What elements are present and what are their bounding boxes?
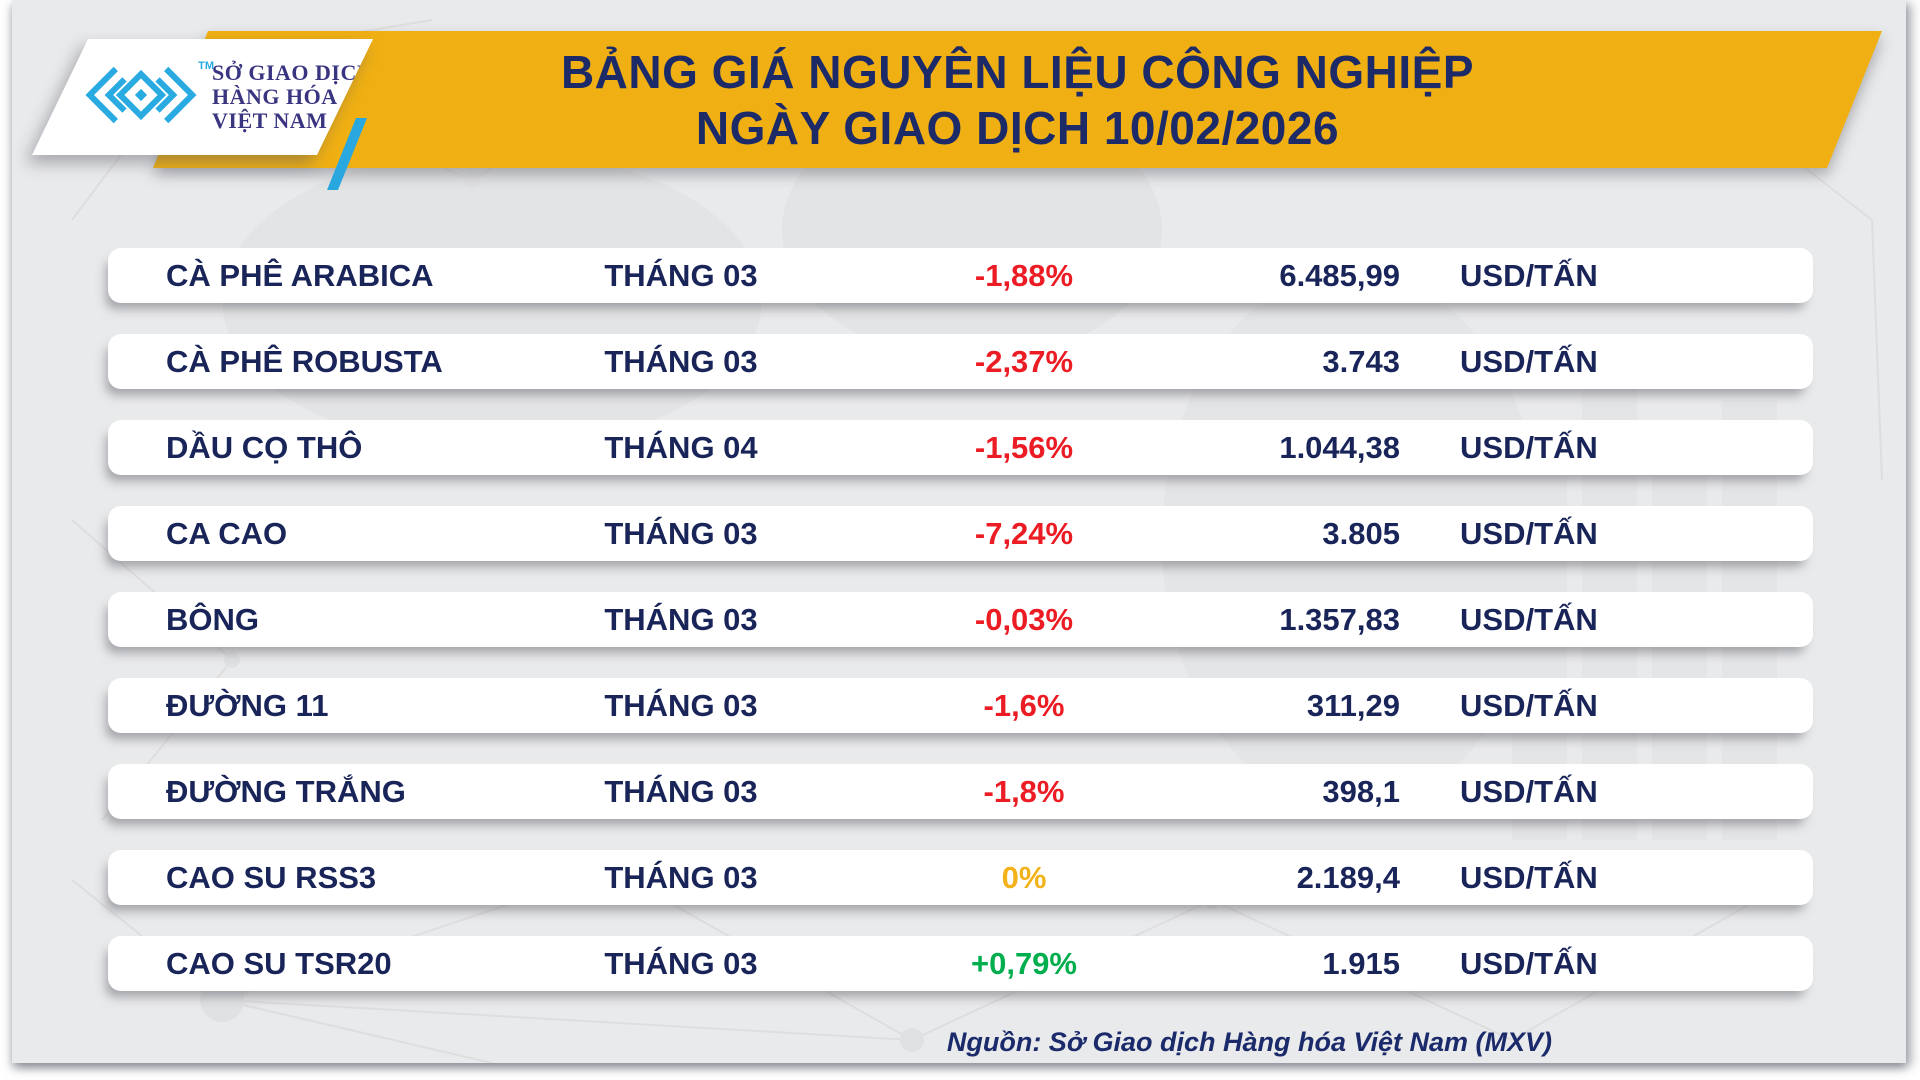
price-unit: USD/TẤN	[1460, 344, 1598, 379]
price-unit: USD/TẤN	[1460, 430, 1598, 465]
table-row: CÀ PHÊ ROBUSTA THÁNG 03 -2,37% 3.743 USD…	[108, 334, 1813, 389]
price-unit: USD/TẤN	[1460, 774, 1598, 809]
logo-plate: TM SỞ GIAO DỊCH HÀNG HÓA VIỆT NAM	[32, 39, 373, 155]
change-percent: -2,37%	[974, 344, 1074, 379]
table-row: DẦU CỌ THÔ THÁNG 04 -1,56% 1.044,38 USD/…	[108, 420, 1813, 475]
commodity-name: CÀ PHÊ ROBUSTA	[166, 344, 443, 379]
price-unit: USD/TẤN	[1460, 258, 1598, 293]
price-value: 311,29	[1306, 688, 1400, 723]
infographic-slide: BẢNG GIÁ NGUYÊN LIỆU CÔNG NGHIỆP NGÀY GI…	[12, 0, 1906, 1063]
contract-month: THÁNG 03	[604, 258, 758, 293]
title-banner: BẢNG GIÁ NGUYÊN LIỆU CÔNG NGHIỆP NGÀY GI…	[153, 31, 1882, 168]
price-unit: USD/TẤN	[1460, 860, 1598, 895]
commodity-name: DẦU CỌ THÔ	[166, 430, 363, 465]
table-row: CÀ PHÊ ARABICA THÁNG 03 -1,88% 6.485,99 …	[108, 248, 1813, 303]
commodity-name: CAO SU RSS3	[166, 860, 377, 895]
table-row: BÔNG THÁNG 03 -0,03% 1.357,83 USD/TẤN	[108, 592, 1813, 647]
table-row: ĐƯỜNG 11 THÁNG 03 -1,6% 311,29 USD/TẤN	[108, 678, 1813, 733]
contract-month: THÁNG 03	[604, 516, 758, 551]
trademark-symbol: TM	[198, 59, 214, 72]
contract-month: THÁNG 04	[604, 430, 758, 465]
contract-month: THÁNG 03	[604, 774, 758, 809]
commodity-name: BÔNG	[166, 602, 259, 637]
commodity-name: ĐƯỜNG TRẮNG	[166, 774, 406, 809]
source-note: Nguồn: Sở Giao dịch Hàng hóa Việt Nam (M…	[946, 1027, 1552, 1057]
price-unit: USD/TẤN	[1460, 688, 1598, 723]
table-row: CAO SU RSS3 THÁNG 03 0% 2.189,4 USD/TẤN	[108, 850, 1813, 905]
change-percent: +0,79%	[970, 946, 1077, 981]
contract-month: THÁNG 03	[604, 688, 758, 723]
price-unit: USD/TẤN	[1460, 946, 1598, 981]
change-percent: -1,6%	[983, 688, 1065, 723]
change-percent: -0,03%	[974, 602, 1074, 637]
price-unit: USD/TẤN	[1460, 602, 1598, 637]
price-value: 3.805	[1322, 516, 1400, 551]
price-unit: USD/TẤN	[1460, 516, 1598, 551]
price-value: 398,1	[1322, 774, 1400, 809]
logo-org-name: SỞ GIAO DỊCH HÀNG HÓA VIỆT NAM	[212, 60, 375, 133]
table-row: ĐƯỜNG TRẮNG THÁNG 03 -1,8% 398,1 USD/TẤN	[108, 764, 1813, 819]
price-value: 3.743	[1322, 344, 1400, 379]
contract-month: THÁNG 03	[604, 602, 758, 637]
change-percent: -7,24%	[974, 516, 1074, 551]
trading-date: NGÀY GIAO DỊCH 10/02/2026	[695, 101, 1340, 154]
table-row: CAO SU TSR20 THÁNG 03 +0,79% 1.915 USD/T…	[108, 936, 1813, 991]
price-value: 1.915	[1322, 946, 1400, 981]
change-percent: 0%	[1001, 860, 1047, 895]
change-percent: -1,56%	[974, 430, 1074, 465]
page-title: BẢNG GIÁ NGUYÊN LIỆU CÔNG NGHIỆP	[560, 45, 1475, 98]
change-percent: -1,88%	[974, 258, 1074, 293]
price-table: CÀ PHÊ ARABICA THÁNG 03 -1,88% 6.485,99 …	[108, 248, 1813, 1022]
commodity-name: CÀ PHÊ ARABICA	[166, 258, 434, 293]
commodity-name: CA CAO	[166, 516, 288, 551]
mxv-logo-icon: TM	[82, 60, 214, 133]
commodity-name: ĐƯỜNG 11	[166, 688, 329, 723]
change-percent: -1,8%	[983, 774, 1065, 809]
cyan-accent-stripe	[327, 118, 367, 190]
commodity-name: CAO SU TSR20	[166, 946, 392, 981]
contract-month: THÁNG 03	[604, 344, 758, 379]
contract-month: THÁNG 03	[604, 860, 758, 895]
price-value: 6.485,99	[1279, 258, 1400, 293]
contract-month: THÁNG 03	[604, 946, 758, 981]
price-value: 1.357,83	[1279, 602, 1400, 637]
price-value: 2.189,4	[1296, 860, 1400, 895]
table-row: CA CAO THÁNG 03 -7,24% 3.805 USD/TẤN	[108, 506, 1813, 561]
price-value: 1.044,38	[1279, 430, 1400, 465]
